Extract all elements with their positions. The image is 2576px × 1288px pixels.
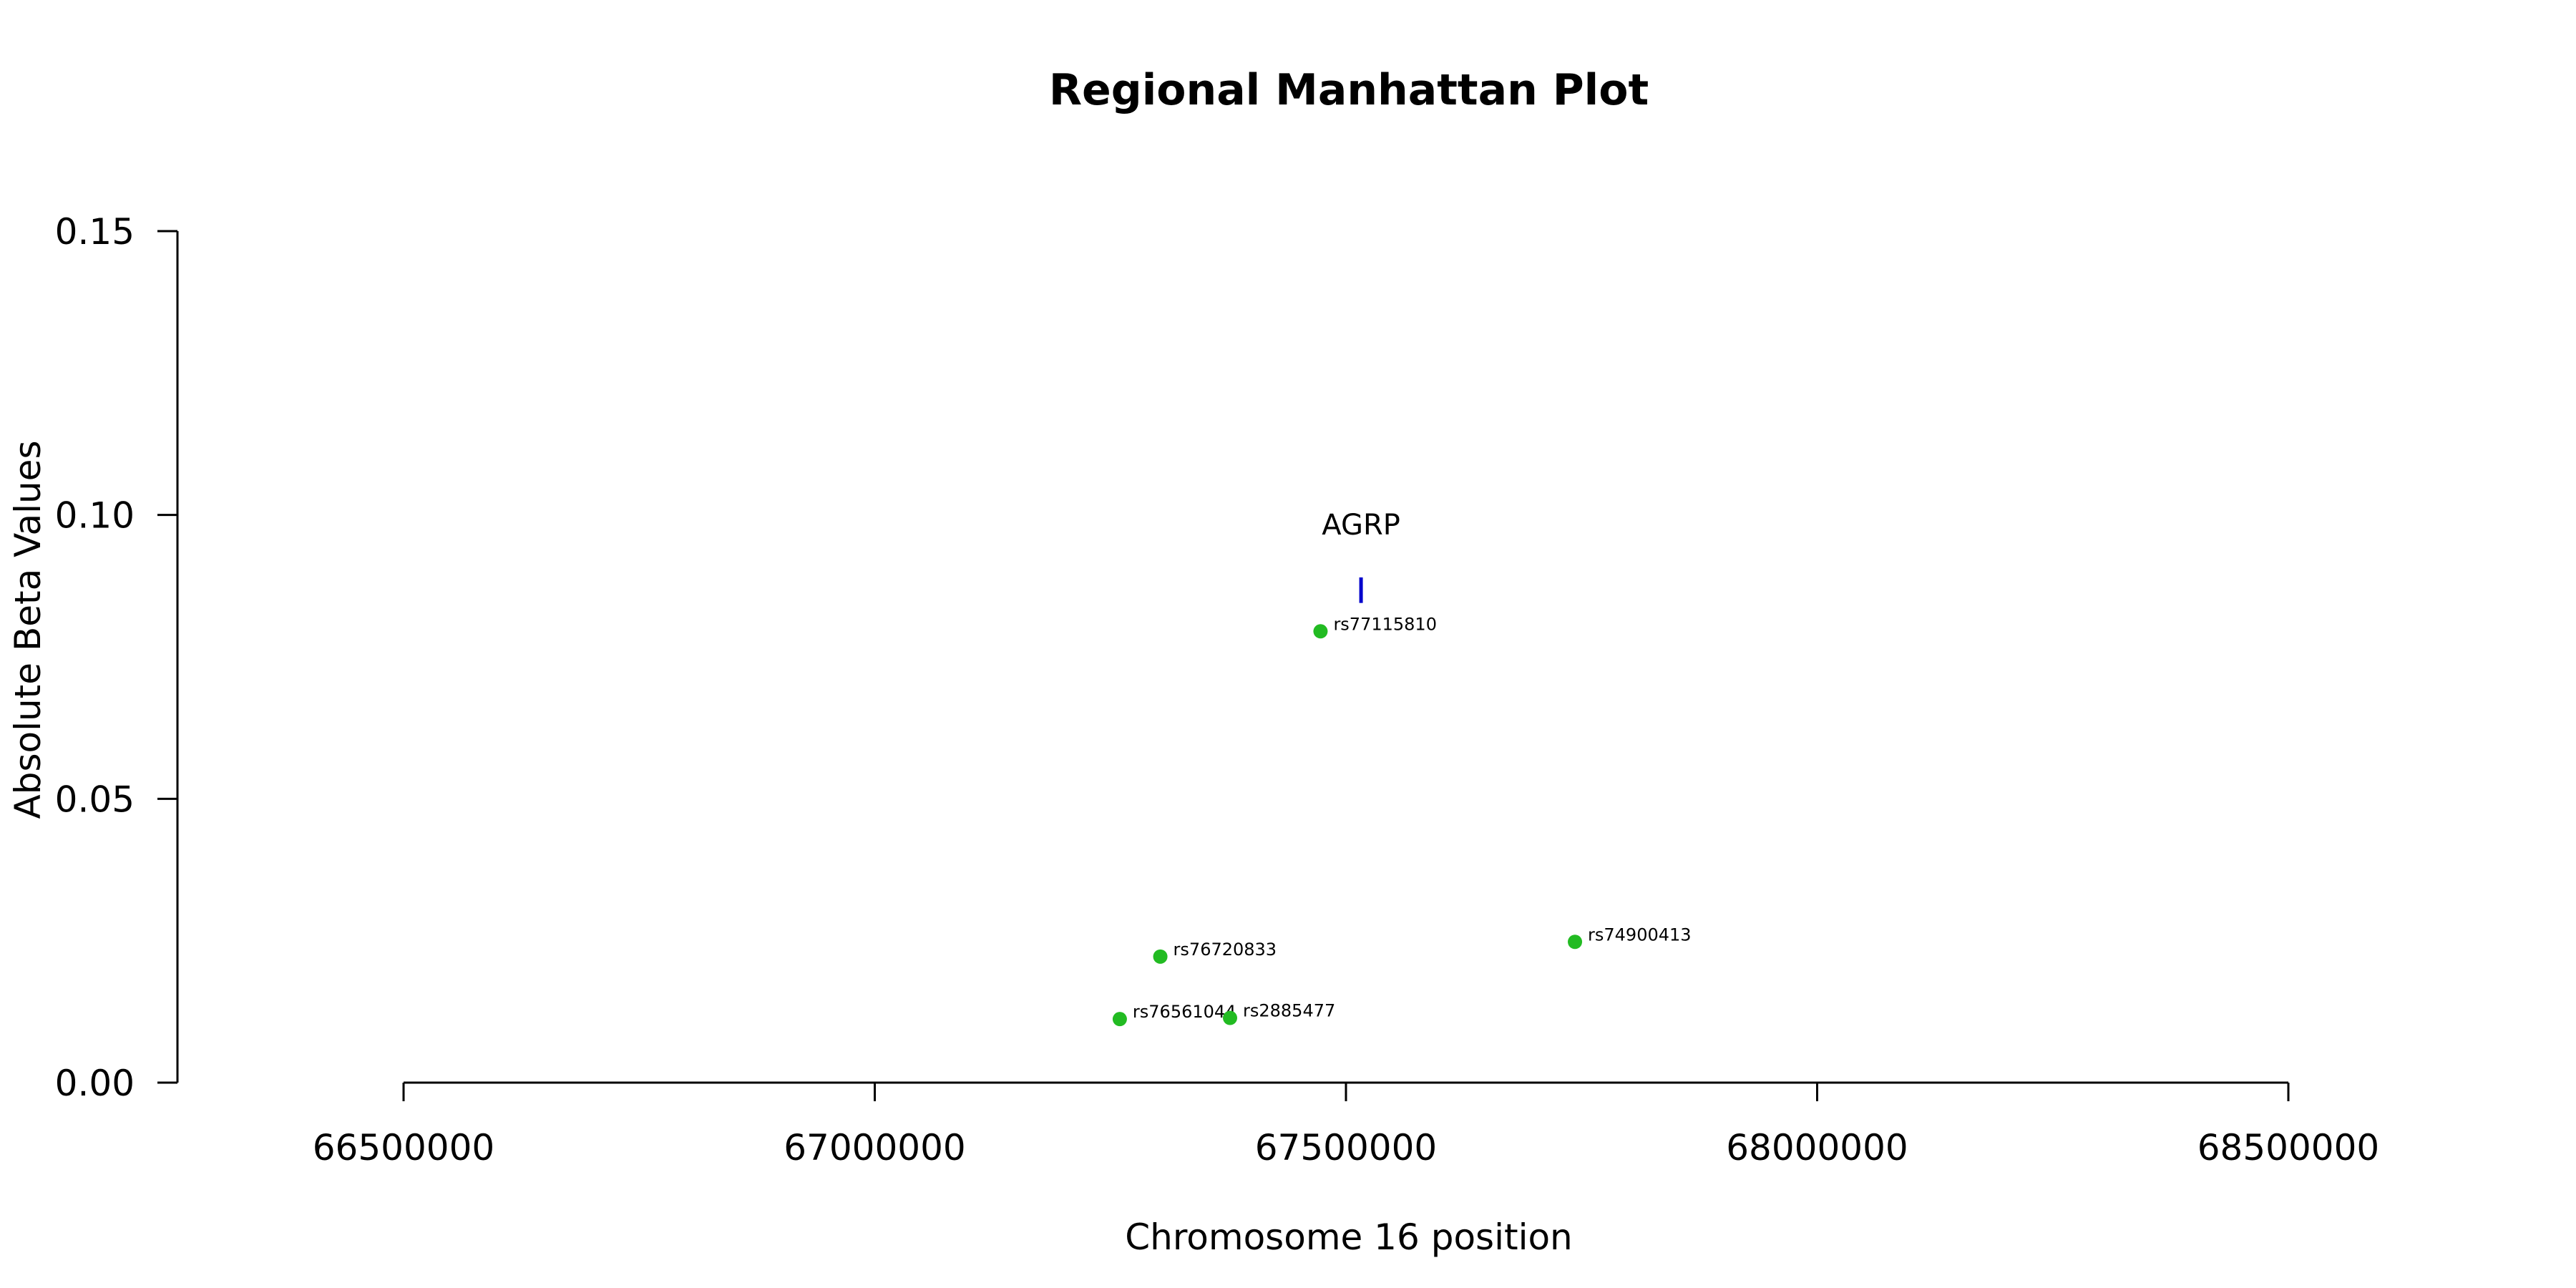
y-axis-title: Absolute Beta Values xyxy=(7,441,49,819)
y-tick-label: 0.05 xyxy=(55,779,135,820)
x-tick-label: 68500000 xyxy=(2197,1127,2380,1169)
gene-markers: AGRP xyxy=(1322,509,1400,603)
gene-label: AGRP xyxy=(1322,509,1400,542)
x-tick-label: 67500000 xyxy=(1255,1127,1438,1169)
snp-points: rs77115810 rs76720833 rs76561044 rs2885477 r… xyxy=(1112,614,1692,1027)
y-tick-label: 0.00 xyxy=(55,1063,135,1104)
snp-label: rs76561044 xyxy=(1133,1002,1236,1022)
y-tick-label: 0.15 xyxy=(55,211,135,253)
snp-label: rs74900413 xyxy=(1588,924,1692,945)
x-tick-label: 66500000 xyxy=(313,1127,495,1169)
snp-point xyxy=(1223,1010,1238,1025)
snp-point xyxy=(1112,1012,1127,1027)
snp-label: rs77115810 xyxy=(1333,614,1437,634)
snp-point xyxy=(1153,949,1168,964)
x-tick-label: 67000000 xyxy=(784,1127,966,1169)
snp-label: rs76720833 xyxy=(1174,940,1277,960)
y-axis: 0.00 0.05 0.10 0.15 xyxy=(55,211,179,1104)
snp-point xyxy=(1313,624,1328,639)
chart-title: Regional Manhattan Plot xyxy=(1049,65,1649,115)
x-axis: 66500000 67000000 67500000 68000000 68500000 xyxy=(313,1081,2380,1169)
x-tick-label: 68000000 xyxy=(1726,1127,1908,1169)
y-tick-label: 0.10 xyxy=(55,495,135,537)
snp-label: rs2885477 xyxy=(1243,1001,1335,1021)
x-axis-title: Chromosome 16 position xyxy=(1125,1216,1573,1258)
snp-point xyxy=(1568,935,1583,950)
